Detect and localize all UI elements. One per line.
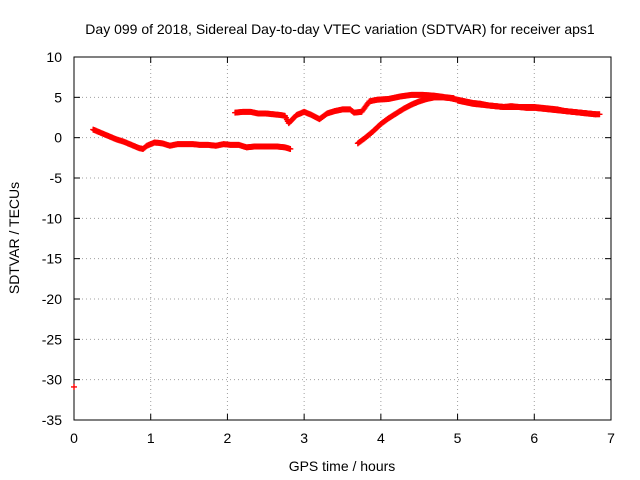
y-axis-label: SDTVAR / TECUs — [6, 182, 22, 294]
x-tick-label: 3 — [300, 430, 308, 446]
y-tick-label: -15 — [42, 251, 62, 267]
data-point — [71, 383, 77, 390]
x-tick-label: 2 — [224, 430, 232, 446]
y-tick-label: -25 — [42, 331, 62, 347]
y-tick-label: 5 — [54, 89, 62, 105]
data-points — [71, 91, 603, 390]
axis-ticks: 0 1 2 3 4 5 6 7 10 5 0 -5 -10 -15 -20 -25 -30 -35 — [42, 49, 615, 446]
y-tick-label: 0 — [54, 130, 62, 146]
x-axis-label: GPS time / hours — [289, 458, 396, 474]
chart-title: Day 099 of 2018, Sidereal Day-to-day VTE… — [85, 21, 595, 37]
y-tick-label: -20 — [42, 291, 62, 307]
y-tick-label: -5 — [50, 170, 63, 186]
data-point — [592, 111, 599, 118]
data-point — [287, 145, 294, 152]
series-segment-1 — [90, 126, 294, 152]
series-outlier — [71, 383, 77, 390]
grid-lines — [74, 57, 611, 420]
y-tick-label: -35 — [42, 412, 62, 428]
y-tick-label: 10 — [46, 49, 62, 65]
y-tick-label: -30 — [42, 372, 62, 388]
x-tick-label: 4 — [377, 430, 385, 446]
x-tick-label: 6 — [530, 430, 538, 446]
y-tick-label: -10 — [42, 210, 62, 226]
x-tick-label: 0 — [70, 430, 78, 446]
x-tick-label: 7 — [607, 430, 615, 446]
x-tick-label: 5 — [454, 430, 462, 446]
plot-frame — [73, 56, 612, 421]
series-segment-4 — [454, 97, 599, 118]
series-segment-2 — [232, 91, 457, 127]
x-tick-label: 1 — [147, 430, 155, 446]
